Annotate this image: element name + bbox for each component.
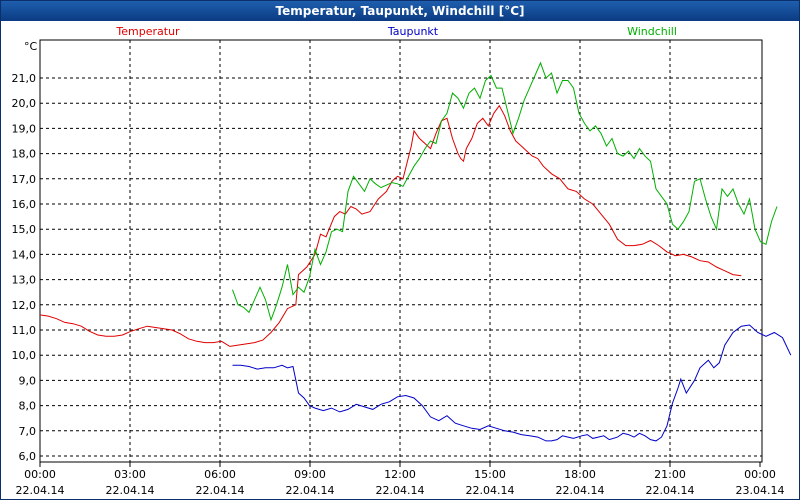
series-line-temperatur xyxy=(39,104,742,347)
y-tick-label: 17,0 xyxy=(12,173,37,186)
axis-ticks: 6,0 7,0 8,0 9,0 10,0 11,0 12,0 13,0 14,0 15,0 16,0… xyxy=(12,72,785,497)
y-tick-label: 9,0 xyxy=(19,374,37,387)
x-tick-time: 18:00 xyxy=(564,468,596,481)
x-tick-time: 06:00 xyxy=(204,468,236,481)
x-tick-date: 22.04.14 xyxy=(466,484,515,497)
x-tick-time: 03:00 xyxy=(114,468,146,481)
legend-entry-temperatur: Temperatur xyxy=(115,25,180,38)
y-tick-label: 18,0 xyxy=(12,148,37,161)
x-tick-time: 21:00 xyxy=(654,468,686,481)
x-tick-date: 22.04.14 xyxy=(556,484,605,497)
window-title: Temperatur, Taupunkt, Windchill [°C] xyxy=(1,1,799,21)
x-tick-date: 22.04.14 xyxy=(16,484,65,497)
x-tick-date: 22.04.14 xyxy=(196,484,245,497)
y-tick-label: 14,0 xyxy=(12,248,37,261)
series-line-windchill xyxy=(232,61,778,322)
y-tick-label: 8,0 xyxy=(19,400,37,413)
y-axis-unit-label: °C xyxy=(24,40,38,53)
legend: Temperatur Taupunkt Windchill xyxy=(115,25,677,38)
x-tick-time: 00:00 xyxy=(744,468,776,481)
x-tick-date: 22.04.14 xyxy=(646,484,695,497)
y-tick-label: 15,0 xyxy=(12,223,37,236)
series-line-taupunkt xyxy=(232,324,792,442)
grid xyxy=(40,40,762,462)
series-lines xyxy=(39,61,792,442)
x-tick-date: 22.04.14 xyxy=(286,484,335,497)
y-tick-label: 6,0 xyxy=(19,450,37,463)
x-tick-date: 22.04.14 xyxy=(376,484,425,497)
x-tick-time: 15:00 xyxy=(474,468,506,481)
x-tick-time: 09:00 xyxy=(294,468,326,481)
y-tick-label: 21,0 xyxy=(12,72,37,85)
x-tick-time: 12:00 xyxy=(384,468,416,481)
y-tick-label: 16,0 xyxy=(12,198,37,211)
legend-entry-taupunkt: Taupunkt xyxy=(387,25,439,38)
y-tick-label: 19,0 xyxy=(12,122,37,135)
x-tick-time: 00:00 xyxy=(24,468,56,481)
legend-entry-windchill: Windchill xyxy=(627,25,677,38)
x-tick-date: 23.04.14 xyxy=(736,484,785,497)
plot-area-border xyxy=(39,39,763,463)
y-tick-label: 10,0 xyxy=(12,349,37,362)
y-tick-label: 20,0 xyxy=(12,97,37,110)
y-tick-label: 11,0 xyxy=(12,324,37,337)
y-tick-label: 7,0 xyxy=(19,425,37,438)
y-tick-label: 12,0 xyxy=(12,299,37,312)
y-tick-label: 13,0 xyxy=(12,274,37,287)
x-tick-date: 22.04.14 xyxy=(106,484,155,497)
